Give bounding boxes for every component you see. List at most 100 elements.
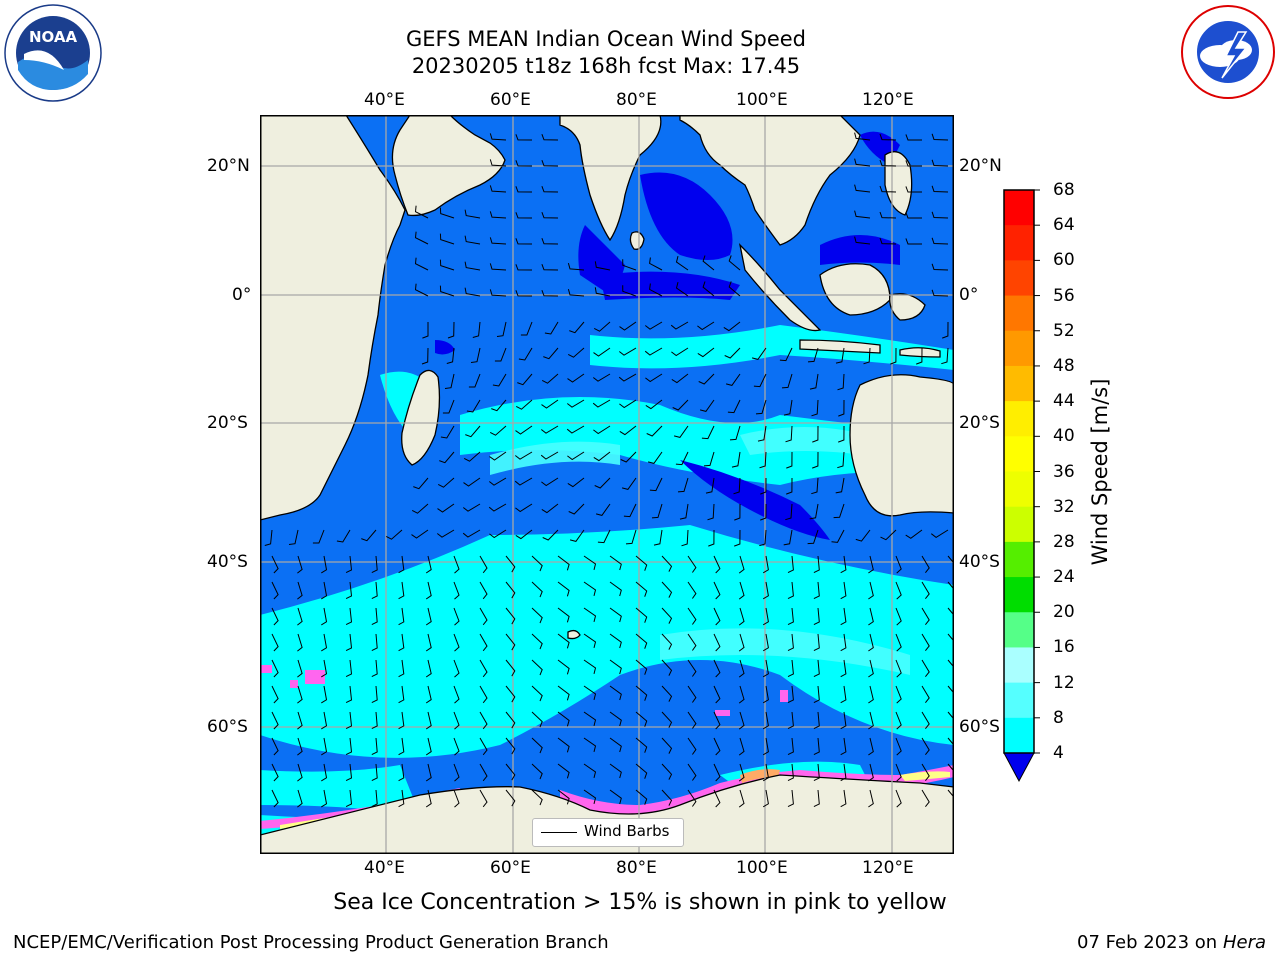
wind-barb (738, 633, 745, 652)
footer-date-text: 07 Feb 2023 on (1077, 932, 1218, 953)
wind-barb (297, 763, 303, 782)
wind-barb (567, 347, 585, 358)
wind-barb (854, 158, 871, 167)
wind-barb (505, 555, 516, 573)
wind-barb (345, 789, 353, 808)
wind-barb (371, 659, 378, 678)
wind-barb (479, 711, 488, 730)
wind-barb (947, 763, 954, 780)
wind-barb (868, 555, 874, 574)
wind-barb (813, 555, 820, 574)
wind-barb (466, 399, 481, 413)
wind-barb (930, 529, 949, 539)
wind-barb (635, 607, 648, 623)
lon-tick-top-100e: 100°E (736, 90, 788, 110)
wind-barb (385, 529, 403, 540)
wind-barb (271, 581, 279, 600)
colorbar-segment (1004, 471, 1034, 508)
wind-barb (762, 555, 769, 574)
wind-barb (541, 399, 559, 409)
wind-barb (531, 711, 543, 728)
wind-barb (840, 581, 847, 600)
wind-barb (947, 659, 954, 676)
wind-barb (895, 581, 902, 600)
wind-barb (453, 789, 460, 808)
wind-barb (321, 581, 328, 600)
colorbar-extend-triangle (1003, 752, 1035, 783)
wind-barb (809, 503, 819, 520)
wind-barb (895, 659, 902, 678)
wind-barb (505, 711, 516, 729)
wind-barb (453, 763, 460, 782)
wind-barb (531, 685, 543, 702)
wind-barb (921, 581, 930, 600)
wind-barb (488, 503, 507, 512)
wind-barb (787, 555, 794, 574)
wind-barb (947, 685, 954, 702)
colorbar-tick-label: 36 (1053, 461, 1075, 482)
colorbar-tick-label: 28 (1053, 531, 1075, 552)
wind-barb (702, 281, 715, 297)
wind-barb (697, 321, 715, 331)
lon-tick-top-120e: 120°E (862, 90, 914, 110)
wind-barb (531, 581, 543, 598)
wind-barb (675, 255, 689, 271)
lon-tick-bottom-120e: 120°E (862, 858, 914, 878)
wind-barb (835, 347, 845, 364)
wind-barb (905, 186, 922, 193)
lat-tick-left-40s: 40°S (207, 552, 248, 572)
colorbar-tick-label: 56 (1053, 285, 1075, 306)
wind-barb (921, 659, 930, 678)
wind-barb (464, 261, 481, 271)
wind-barb (321, 685, 328, 704)
wind-barb (679, 503, 689, 520)
wind-barb (297, 607, 303, 626)
wind-barb (345, 581, 353, 600)
wind-barb (583, 633, 597, 649)
wind-barb (813, 789, 820, 808)
wind-barb (787, 581, 794, 600)
wind-barb (675, 281, 689, 297)
wind-barb (618, 347, 637, 356)
wind-barb-legend-label: Wind Barbs (584, 822, 670, 840)
wind-barb (699, 399, 715, 412)
wind-barb (942, 321, 949, 339)
wind-barb (453, 581, 460, 600)
wind-barb (895, 607, 902, 626)
wind-barb (583, 659, 597, 675)
wind-barb (840, 659, 847, 678)
wind-barb (439, 285, 455, 297)
colorbar-tick-label: 44 (1053, 391, 1075, 412)
wind-barb (465, 425, 481, 438)
wind-barb (635, 633, 648, 649)
wind-barb (583, 789, 597, 805)
footer-host: Hera (1222, 932, 1266, 953)
wind-barb (398, 555, 405, 574)
wind-barb (738, 555, 745, 574)
wind-barb (271, 789, 279, 808)
wind-barb (609, 633, 622, 649)
wind-barb (594, 287, 611, 297)
wind-barb (479, 607, 488, 626)
wind-barb (264, 529, 273, 546)
wind-barb (837, 373, 845, 391)
map-canvas (260, 115, 954, 854)
wind-barb (931, 211, 949, 219)
wind-barb (947, 555, 954, 572)
wind-barb (453, 607, 460, 626)
wind-barb (271, 555, 279, 574)
wind-barb (479, 737, 488, 756)
wind-barb (557, 581, 570, 597)
wind-band-dark-blue (435, 131, 900, 827)
wind-barb (425, 789, 432, 808)
wind-barb (569, 321, 585, 334)
wind-barb (687, 633, 697, 651)
wind-barb (557, 607, 570, 623)
wind-barb (414, 205, 429, 219)
wind-barb (895, 789, 902, 808)
colorbar-tick-label: 40 (1053, 426, 1075, 447)
wind-barb (921, 633, 930, 652)
wind-barb (515, 425, 533, 435)
colorbar-tick-label: 20 (1053, 602, 1075, 623)
wind-barb (687, 607, 697, 625)
